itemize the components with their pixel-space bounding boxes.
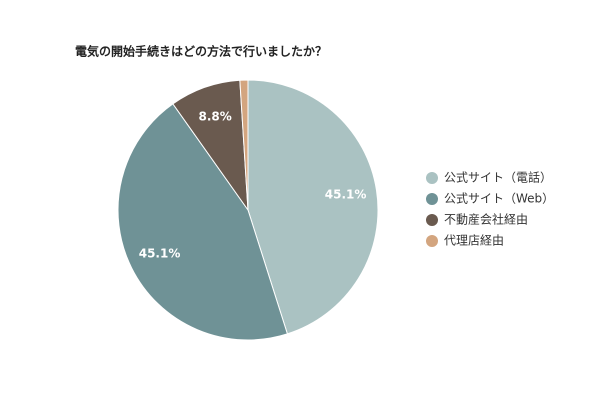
legend-marker xyxy=(426,172,438,184)
legend-marker xyxy=(426,193,438,205)
value-label: 45.1% xyxy=(325,187,367,201)
legend-label: 代理店経由 xyxy=(444,234,504,248)
chart-title: 電気の開始手続きはどの方法で行いましたか？ xyxy=(75,44,327,59)
pie-slice xyxy=(239,79,249,211)
pie-slice xyxy=(117,103,289,341)
legend-marker xyxy=(426,214,438,226)
legend-label: 公式サイト（電話） xyxy=(444,170,552,185)
legend-marker xyxy=(426,235,438,247)
legend-label: 不動産会社経由 xyxy=(444,212,528,227)
legend-label: 公式サイト（Web） xyxy=(444,192,554,206)
value-label: 8.8% xyxy=(198,109,231,123)
value-label: 45.1% xyxy=(139,247,181,261)
pie-slice xyxy=(247,79,379,335)
